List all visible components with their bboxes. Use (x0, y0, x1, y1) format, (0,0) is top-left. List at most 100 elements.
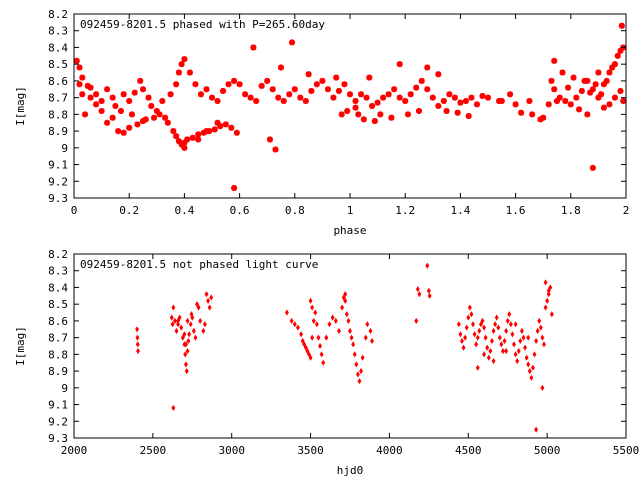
data-point (358, 91, 365, 98)
data-point (310, 304, 315, 311)
data-point (551, 57, 558, 64)
x-tick-label: 3000 (218, 444, 245, 457)
data-point (614, 52, 621, 59)
data-point (507, 91, 514, 98)
data-point (526, 334, 531, 341)
data-point (458, 331, 463, 338)
data-point (606, 101, 613, 108)
data-point (468, 94, 475, 101)
data-point (176, 321, 181, 328)
data-point (319, 77, 326, 84)
data-point (209, 294, 214, 301)
y-tick-label: 8.9 (48, 125, 68, 138)
data-point (175, 69, 182, 76)
data-point (499, 341, 504, 348)
phased-light-curve-chart: 0 0.2 0.4 0.6 0.8 1 1.2 1.4 1.6 1.8 2 8.2 8.3 8.4 8.5… (14, 8, 629, 237)
data-point (600, 81, 607, 88)
x-ticks: 0 0.2 0.4 0.6 0.8 1 1.2 1.4 1.6 1.8 2 (71, 14, 629, 217)
data-point (135, 341, 140, 348)
data-point (527, 368, 532, 375)
y-tick-label: 8.5 (48, 58, 68, 71)
data-point (504, 347, 509, 355)
data-point (109, 114, 116, 121)
data-point (183, 351, 188, 358)
data-point (426, 287, 431, 294)
data-point (153, 108, 160, 115)
data-point (467, 304, 472, 311)
data-point (429, 94, 436, 101)
x-tick-label: 0.8 (285, 204, 305, 217)
data-point (578, 87, 585, 94)
data-point (526, 97, 533, 104)
data-point (280, 97, 287, 104)
data-point (289, 39, 296, 46)
x-axis-label: phase (333, 224, 366, 237)
data-point (501, 347, 505, 355)
data-point (333, 317, 338, 324)
data-point (352, 351, 357, 358)
data-point (98, 97, 105, 104)
data-point (191, 327, 196, 335)
data-point (109, 94, 116, 101)
data-point (363, 94, 370, 101)
data-point (231, 184, 238, 191)
y-axis-label: I[mag] (14, 86, 27, 126)
data-point (264, 77, 271, 84)
data-point (84, 82, 91, 89)
data-point (297, 94, 304, 101)
data-point (192, 81, 199, 88)
data-point (120, 91, 127, 98)
data-point (489, 337, 494, 345)
data-point (534, 337, 539, 345)
y-tick-label: 8.3 (48, 265, 68, 278)
data-point (587, 89, 594, 96)
data-point (295, 324, 300, 331)
data-point (349, 334, 354, 341)
data-point (302, 341, 307, 348)
data-point (471, 321, 475, 328)
data-point (548, 284, 553, 291)
x-tick-label: 1.2 (395, 204, 415, 217)
data-point (184, 361, 188, 368)
data-point (521, 334, 526, 341)
data-point (451, 94, 458, 101)
data-point (567, 101, 574, 108)
data-point (456, 321, 461, 328)
data-point (545, 297, 550, 304)
data-point (231, 77, 238, 84)
data-point (595, 94, 602, 101)
data-point (606, 69, 613, 76)
x-tick-label: 4000 (376, 444, 403, 457)
data-point (137, 77, 144, 84)
data-point (491, 327, 496, 335)
data-point (581, 77, 588, 84)
data-point (319, 351, 324, 358)
data-point (351, 341, 356, 348)
data-point (299, 331, 304, 338)
data-point (496, 324, 501, 331)
data-point (546, 287, 551, 294)
y-axis-label: I[mag] (14, 326, 27, 366)
data-point (201, 327, 206, 335)
x-tick-label: 4500 (455, 444, 482, 457)
data-point (313, 81, 320, 88)
data-point (173, 133, 180, 140)
data-point (307, 351, 311, 358)
data-point (352, 97, 359, 104)
data-point (515, 357, 520, 365)
data-point (207, 304, 212, 311)
data-point (314, 321, 319, 328)
data-point (341, 81, 348, 88)
data-point (502, 337, 507, 345)
data-point (305, 71, 312, 78)
data-point (198, 317, 203, 324)
data-point (603, 77, 610, 84)
data-point (148, 103, 155, 109)
data-point (98, 108, 105, 115)
data-point (195, 131, 202, 138)
x-axis-label: hjd0 (337, 464, 364, 477)
data-point (286, 91, 293, 98)
data-point (545, 101, 552, 108)
data-point (170, 321, 175, 328)
y-tick-label: 8.6 (48, 75, 68, 88)
